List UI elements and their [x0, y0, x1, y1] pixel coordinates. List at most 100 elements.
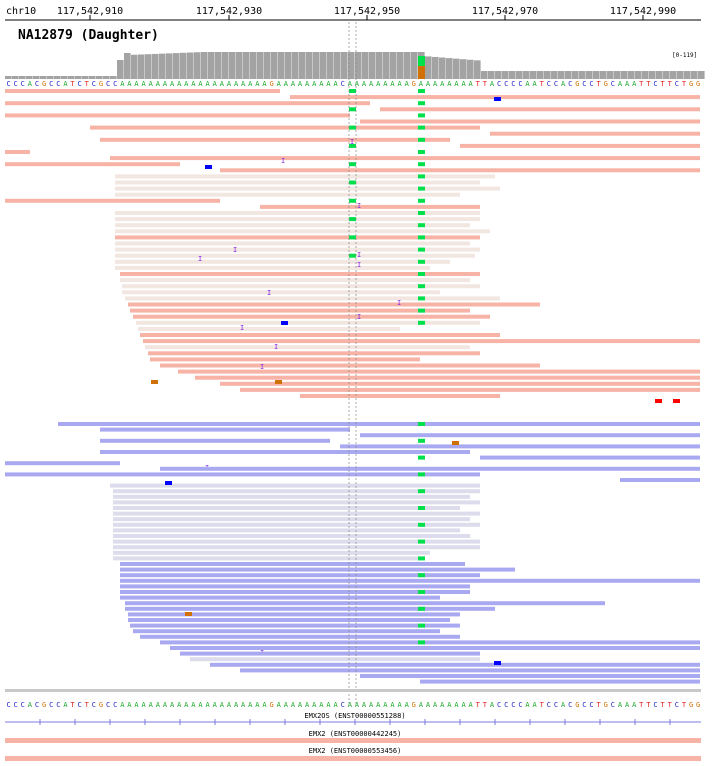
forward-read[interactable]: [360, 119, 700, 124]
forward-read[interactable]: [138, 326, 400, 331]
forward-read[interactable]: [136, 320, 480, 325]
reverse-read[interactable]: [170, 646, 700, 650]
reverse-read[interactable]: [360, 433, 700, 438]
reverse-read[interactable]: [620, 478, 700, 482]
reverse-read[interactable]: [180, 651, 480, 656]
forward-read[interactable]: [115, 247, 480, 252]
reverse-read[interactable]: [5, 461, 120, 466]
reverse-read[interactable]: [120, 590, 470, 594]
transcript-bar-emx2-553456[interactable]: [5, 756, 701, 761]
reverse-read[interactable]: [120, 578, 700, 583]
forward-read[interactable]: [220, 381, 700, 386]
reverse-read[interactable]: [113, 545, 480, 550]
reverse-read[interactable]: [125, 601, 605, 606]
reverse-read[interactable]: [128, 612, 460, 617]
forward-read[interactable]: [5, 162, 180, 167]
forward-read[interactable]: [115, 241, 470, 246]
forward-read[interactable]: [160, 363, 540, 368]
forward-read[interactable]: [115, 223, 470, 228]
reverse-read[interactable]: [130, 623, 460, 628]
forward-read[interactable]: [5, 150, 30, 154]
forward-read[interactable]: [195, 375, 700, 380]
forward-read[interactable]: [115, 235, 480, 240]
reverse-read[interactable]: [100, 438, 330, 443]
reverse-read[interactable]: [160, 640, 700, 645]
forward-read[interactable]: [5, 101, 370, 106]
reverse-read[interactable]: [113, 500, 480, 505]
forward-read[interactable]: [140, 333, 500, 337]
reverse-read[interactable]: [113, 522, 480, 527]
reverse-read[interactable]: [113, 550, 430, 555]
forward-read[interactable]: [115, 265, 430, 270]
reverse-read[interactable]: [113, 511, 480, 516]
forward-read[interactable]: [115, 217, 480, 222]
reverse-read[interactable]: [113, 517, 470, 522]
reverse-read[interactable]: [113, 489, 480, 494]
reverse-read[interactable]: [113, 494, 470, 499]
forward-read[interactable]: [145, 345, 470, 350]
forward-read[interactable]: [240, 387, 700, 392]
reverse-read[interactable]: [125, 606, 495, 611]
reverse-read[interactable]: [160, 466, 700, 471]
forward-read[interactable]: [178, 369, 700, 374]
forward-read[interactable]: [90, 125, 480, 130]
forward-read[interactable]: [122, 290, 440, 295]
forward-read[interactable]: [130, 308, 470, 313]
forward-read[interactable]: [220, 168, 700, 173]
reverse-read[interactable]: [113, 506, 460, 510]
forward-read[interactable]: [122, 284, 480, 289]
reverse-read[interactable]: [240, 668, 700, 673]
reverse-read[interactable]: [113, 556, 420, 561]
forward-read[interactable]: [115, 253, 475, 258]
forward-read[interactable]: [380, 107, 700, 112]
reverse-read[interactable]: [5, 472, 480, 477]
reverse-read[interactable]: [340, 444, 700, 449]
forward-read[interactable]: [115, 211, 480, 215]
gene-track-emx2os[interactable]: [5, 719, 701, 725]
forward-read[interactable]: [133, 314, 490, 319]
reverse-read[interactable]: [210, 662, 700, 667]
reverse-read[interactable]: [100, 427, 350, 432]
forward-read[interactable]: [120, 272, 480, 276]
reverse-read[interactable]: [120, 573, 480, 578]
forward-read[interactable]: [5, 198, 220, 203]
reverse-read[interactable]: [58, 422, 700, 426]
reverse-read[interactable]: [420, 679, 700, 684]
reverse-read[interactable]: [120, 567, 515, 572]
forward-read[interactable]: [115, 229, 490, 234]
reverse-read[interactable]: [113, 539, 480, 544]
forward-read[interactable]: [115, 174, 495, 179]
reverse-read[interactable]: [140, 634, 460, 639]
reverse-read[interactable]: [190, 657, 480, 662]
reverse-read[interactable]: [113, 528, 460, 533]
forward-read[interactable]: [490, 131, 700, 136]
forward-read[interactable]: [143, 339, 700, 344]
reverse-read[interactable]: [128, 618, 450, 622]
transcript-bar-emx2-442245[interactable]: [5, 738, 701, 743]
forward-read[interactable]: [115, 192, 460, 197]
forward-read[interactable]: [120, 278, 470, 283]
reverse-read[interactable]: [120, 562, 465, 566]
reverse-read[interactable]: [120, 584, 470, 589]
forward-read[interactable]: [300, 394, 500, 398]
alignment-reads[interactable]: IIIIIIIIIIIIIII: [5, 89, 700, 684]
forward-read[interactable]: [5, 113, 350, 118]
reverse-read[interactable]: [360, 674, 700, 678]
forward-read[interactable]: [460, 143, 700, 148]
reverse-read[interactable]: [480, 455, 700, 460]
coverage-track[interactable]: [5, 52, 705, 79]
forward-read[interactable]: [115, 259, 450, 264]
reverse-read[interactable]: [133, 629, 440, 634]
forward-read[interactable]: [5, 89, 280, 93]
forward-read[interactable]: [260, 204, 480, 209]
forward-read[interactable]: [128, 302, 540, 307]
reverse-read[interactable]: [110, 483, 480, 488]
reverse-read[interactable]: [100, 450, 470, 454]
forward-read[interactable]: [110, 156, 700, 161]
forward-read[interactable]: [125, 296, 500, 301]
reverse-read[interactable]: [113, 534, 470, 538]
forward-read[interactable]: [115, 180, 480, 185]
forward-read[interactable]: [115, 186, 500, 191]
forward-read[interactable]: [100, 137, 450, 142]
